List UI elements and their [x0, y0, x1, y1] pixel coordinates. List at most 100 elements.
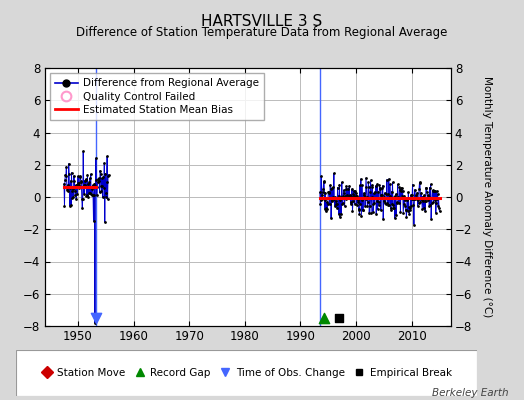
Point — [75, 182, 83, 189]
Point — [357, 176, 365, 182]
Point — [324, 189, 333, 195]
Point — [376, 185, 385, 191]
Point — [71, 188, 79, 194]
Point — [434, 203, 442, 209]
Point — [103, 196, 112, 202]
Point — [350, 193, 358, 200]
Point — [104, 172, 113, 178]
Point — [354, 206, 363, 212]
Point — [342, 183, 351, 190]
Point — [357, 197, 366, 204]
Point — [91, 182, 100, 189]
Point — [324, 189, 333, 195]
Point — [93, 183, 102, 190]
Point — [424, 192, 432, 198]
Point — [420, 198, 429, 204]
Point — [77, 177, 85, 184]
Point — [408, 182, 417, 188]
Point — [429, 187, 437, 194]
Point — [416, 179, 424, 186]
Point — [383, 200, 391, 206]
Point — [411, 195, 420, 202]
Point — [376, 185, 384, 192]
Point — [423, 195, 432, 201]
Point — [335, 182, 344, 188]
Point — [80, 178, 89, 184]
Point — [392, 212, 400, 218]
Point — [88, 192, 96, 198]
Point — [320, 315, 328, 321]
Point — [380, 190, 389, 196]
Point — [373, 198, 381, 204]
Point — [316, 189, 324, 196]
Point — [67, 170, 75, 176]
Point — [359, 206, 367, 213]
Point — [63, 184, 71, 191]
Point — [363, 194, 371, 200]
Point — [67, 202, 75, 208]
Point — [356, 182, 364, 188]
Point — [407, 192, 416, 198]
Point — [390, 204, 398, 211]
Point — [92, 155, 100, 161]
Point — [318, 196, 326, 202]
Point — [102, 194, 111, 200]
Point — [386, 181, 395, 187]
Point — [429, 199, 438, 206]
Point — [427, 215, 435, 222]
Point — [408, 196, 416, 202]
Legend: Station Move, Record Gap, Time of Obs. Change, Empirical Break: Station Move, Record Gap, Time of Obs. C… — [36, 364, 456, 382]
Point — [340, 187, 348, 193]
Point — [398, 192, 406, 199]
Point — [387, 206, 395, 213]
Point — [77, 178, 85, 185]
Point — [347, 198, 355, 205]
Point — [98, 183, 106, 189]
Point — [400, 196, 409, 203]
Point — [383, 176, 391, 183]
Point — [334, 192, 343, 199]
Point — [76, 173, 84, 180]
Point — [334, 194, 342, 201]
Point — [81, 182, 89, 189]
Point — [348, 208, 357, 214]
Point — [343, 194, 351, 201]
Point — [326, 182, 334, 188]
Point — [381, 200, 389, 206]
Point — [413, 203, 422, 209]
Point — [374, 188, 383, 195]
Text: Berkeley Earth: Berkeley Earth — [432, 388, 508, 398]
Point — [379, 216, 387, 222]
Point — [366, 177, 375, 184]
Point — [328, 198, 336, 204]
Point — [335, 315, 344, 321]
Point — [417, 195, 425, 201]
Point — [316, 197, 325, 203]
Point — [61, 177, 69, 183]
Point — [340, 190, 348, 196]
Point — [69, 194, 78, 200]
Point — [335, 211, 343, 218]
Point — [363, 203, 372, 209]
Point — [372, 182, 380, 189]
Point — [395, 195, 403, 202]
Point — [341, 202, 349, 209]
Point — [409, 202, 418, 208]
Point — [370, 200, 378, 206]
Point — [391, 193, 399, 199]
Point — [320, 197, 329, 204]
Point — [89, 182, 97, 188]
Point — [65, 171, 73, 178]
Point — [94, 175, 103, 182]
Point — [89, 218, 97, 224]
Point — [432, 188, 441, 194]
Point — [71, 192, 80, 198]
Point — [87, 191, 95, 197]
Point — [367, 194, 376, 200]
Point — [100, 184, 108, 191]
Point — [410, 196, 419, 202]
Point — [388, 201, 396, 207]
Point — [346, 192, 354, 198]
Point — [355, 211, 364, 217]
Point — [405, 210, 413, 217]
